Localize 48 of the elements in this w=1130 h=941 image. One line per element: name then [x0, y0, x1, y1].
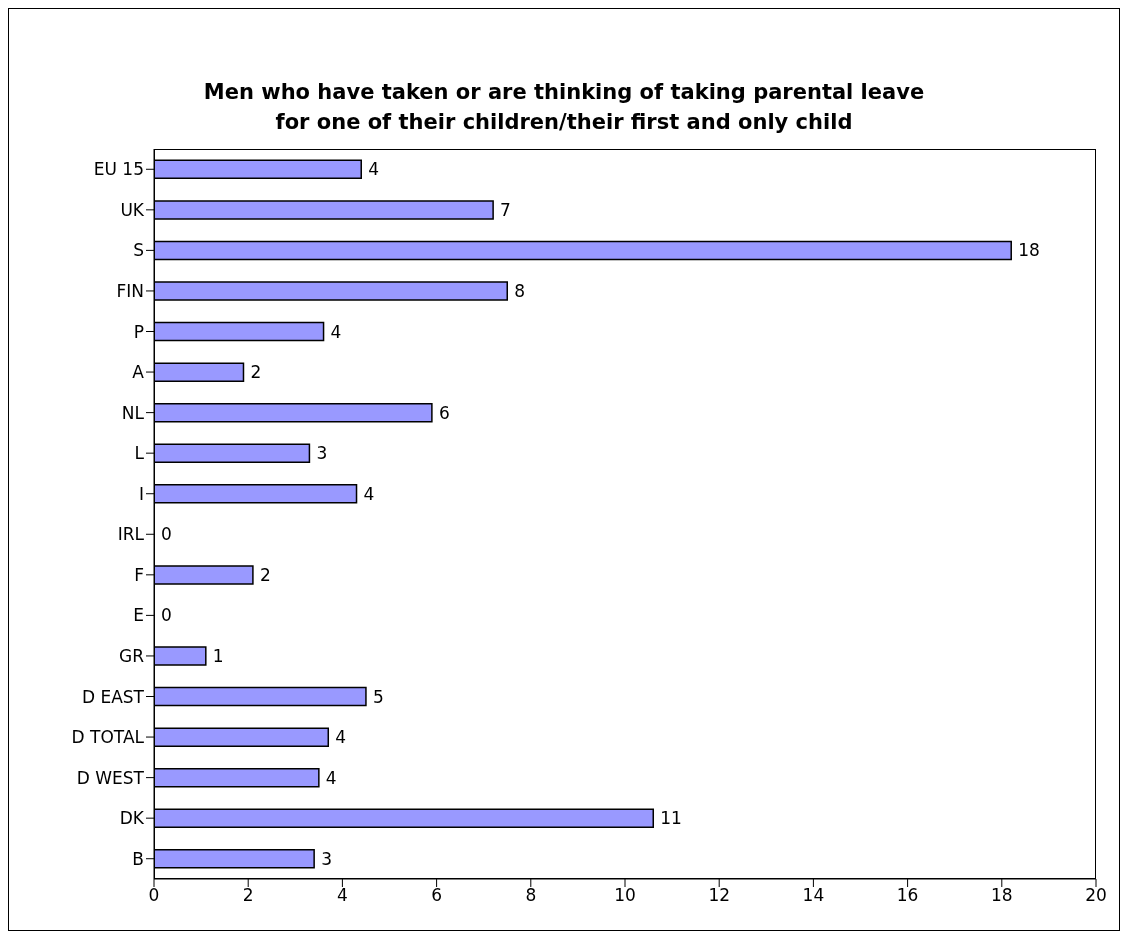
x-tick-label: 16 — [896, 885, 919, 906]
y-tick-label: L — [134, 443, 145, 464]
y-tick-label: D TOTAL — [71, 727, 145, 748]
y-tick-label: DK — [119, 808, 145, 829]
x-tick-label: 0 — [148, 885, 160, 906]
y-tick-label: S — [133, 240, 144, 261]
data-label: 1 — [212, 645, 224, 666]
data-label: 11 — [660, 808, 682, 829]
data-label: 3 — [321, 848, 332, 869]
data-label: 4 — [363, 483, 375, 504]
data-label: 0 — [161, 605, 172, 626]
y-tick-label: I — [138, 483, 144, 504]
y-tick-label: P — [133, 321, 144, 342]
y-tick-label: GR — [119, 645, 145, 666]
x-tick-label: 20 — [1085, 885, 1107, 906]
x-tick-label: 6 — [431, 885, 443, 906]
y-tick-label: NL — [121, 402, 145, 423]
x-tick-label: 12 — [708, 885, 731, 906]
data-label: 4 — [325, 767, 337, 788]
data-label: 7 — [500, 199, 511, 220]
x-tick-label: 14 — [802, 885, 825, 906]
y-tick-label: EU 15 — [93, 159, 144, 180]
data-label: 8 — [514, 280, 526, 301]
data-label: 0 — [161, 524, 172, 545]
data-label: 6 — [438, 402, 450, 423]
y-tick-label: D EAST — [81, 686, 145, 707]
data-label: 2 — [259, 564, 271, 585]
data-label: 18 — [1018, 240, 1040, 261]
y-tick-label: UK — [120, 199, 145, 220]
x-tick-label: 4 — [336, 885, 348, 906]
y-tick-label: A — [132, 362, 145, 383]
y-tick-label: FIN — [116, 280, 144, 301]
data-label: 3 — [316, 443, 328, 464]
y-tick-label: D WEST — [76, 767, 145, 788]
x-tick-label: 18 — [990, 885, 1013, 906]
x-tick-label: 8 — [525, 885, 537, 906]
y-tick-label: F — [134, 564, 144, 585]
x-tick-label: 10 — [614, 885, 636, 906]
data-label: 4 — [335, 727, 347, 748]
data-label: 4 — [368, 159, 380, 180]
y-tick-label: E — [133, 605, 144, 626]
data-label: 5 — [372, 686, 384, 707]
data-label: 2 — [250, 362, 262, 383]
data-label: 4 — [330, 321, 342, 342]
chart-title: Men who have taken or are thinking of taking parental leave for one of their children/their first and only child — [202, 79, 926, 136]
y-tick-label: IRL — [117, 524, 145, 545]
x-tick-label: 2 — [242, 885, 254, 906]
y-tick-label: B — [132, 848, 144, 869]
